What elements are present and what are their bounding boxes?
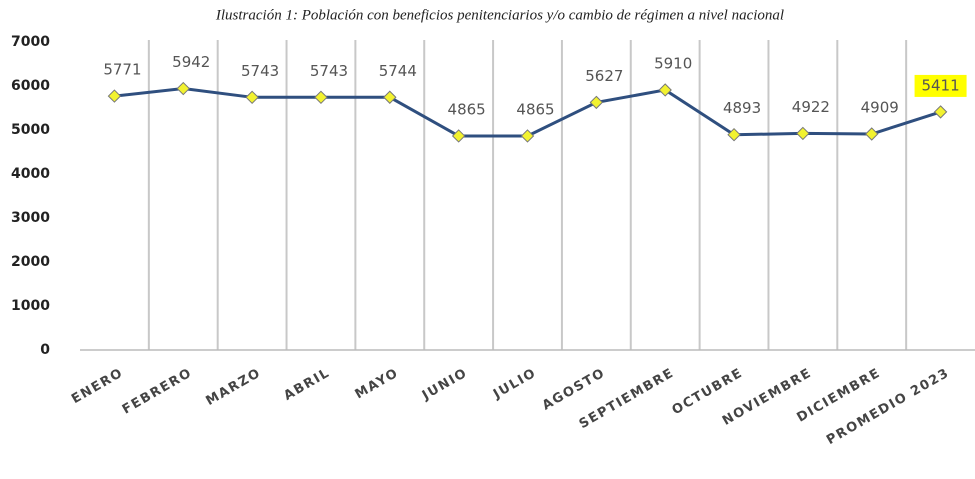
data-point (933, 105, 948, 119)
y-tick-label: 4000 (11, 166, 50, 182)
y-tick-label: 7000 (11, 34, 50, 50)
data-point (107, 89, 122, 103)
chart-title: Ilustración 1: Población con beneficios … (215, 7, 784, 23)
data-point (865, 127, 879, 141)
data-point (658, 83, 672, 97)
value-label: 5627 (585, 67, 623, 85)
y-tick-label: 2000 (11, 254, 50, 270)
value-label: 5771 (103, 61, 141, 79)
value-label: 5411 (921, 76, 959, 94)
y-tick-label: 5000 (11, 122, 50, 138)
y-tick-label: 0 (40, 342, 50, 358)
y-tick-label: 1000 (11, 298, 50, 314)
data-point (796, 126, 810, 141)
value-label: 4922 (792, 98, 830, 116)
value-label: 5942 (172, 53, 210, 71)
data-point (451, 129, 466, 143)
value-label: 5910 (654, 54, 692, 72)
data-point (727, 128, 741, 142)
y-tick-label: 3000 (11, 210, 50, 226)
data-point (383, 90, 397, 104)
x-tick-label: PROMEDIO 2023 (824, 366, 952, 449)
value-label: 5743 (310, 62, 348, 80)
value-label: 4909 (861, 99, 899, 117)
data-point (314, 90, 328, 105)
x-tick-label: MARZO (204, 366, 264, 409)
data-point (589, 95, 604, 110)
data-point (520, 129, 535, 143)
data-point (245, 90, 259, 105)
x-tick-label: FEBRERO (120, 366, 195, 418)
x-tick-label: MAYO (353, 366, 402, 403)
x-tick-label: JUNIO (419, 366, 470, 404)
value-label: 4865 (516, 100, 554, 118)
x-tick-label: ENERO (69, 366, 126, 408)
value-label: 5744 (379, 62, 417, 80)
value-label-highlight (914, 74, 967, 97)
x-tick-label: JULIO (490, 366, 539, 403)
value-label: 4865 (448, 100, 486, 118)
x-tick-label: ABRIL (281, 366, 332, 404)
value-label: 5743 (241, 62, 279, 80)
data-point (176, 81, 190, 96)
value-label: 4893 (723, 99, 761, 117)
y-tick-label: 6000 (11, 78, 50, 94)
